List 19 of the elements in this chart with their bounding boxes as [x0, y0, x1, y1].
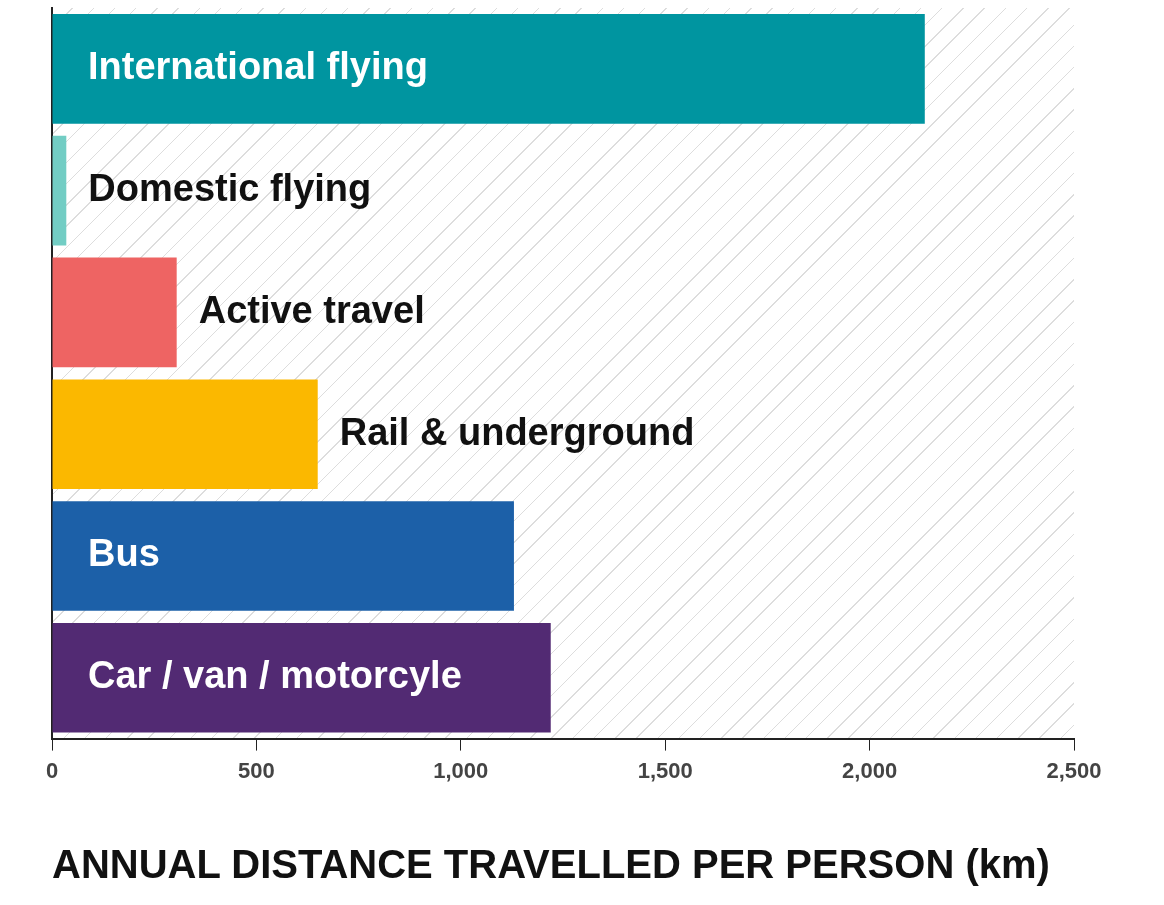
- y-tick-label: International flying: [88, 45, 428, 88]
- x-tick-label: 2,500: [1046, 757, 1102, 783]
- x-tick-label: 500: [238, 757, 275, 783]
- bar: [52, 257, 177, 368]
- x-tick-label: 1,000: [433, 757, 489, 783]
- y-tick-label: Rail & underground: [339, 410, 695, 453]
- bar: [52, 14, 925, 124]
- x-tick-label: 2,000: [842, 757, 898, 783]
- x-tick-label: 1,500: [637, 757, 693, 783]
- bar: [52, 135, 67, 246]
- bar: [52, 622, 551, 733]
- y-tick-label: Active travel: [198, 288, 425, 331]
- y-tick-label: Bus: [88, 532, 160, 575]
- bar: [52, 501, 514, 611]
- x-axis-title: ANNUAL DISTANCE TRAVELLED PER PERSON (km): [52, 842, 1050, 887]
- y-tick-label: Domestic flying: [88, 167, 372, 210]
- y-tick-label: Car / van / motorcyle: [88, 654, 462, 697]
- bar: [52, 379, 318, 489]
- x-tick-label: 0: [45, 757, 59, 783]
